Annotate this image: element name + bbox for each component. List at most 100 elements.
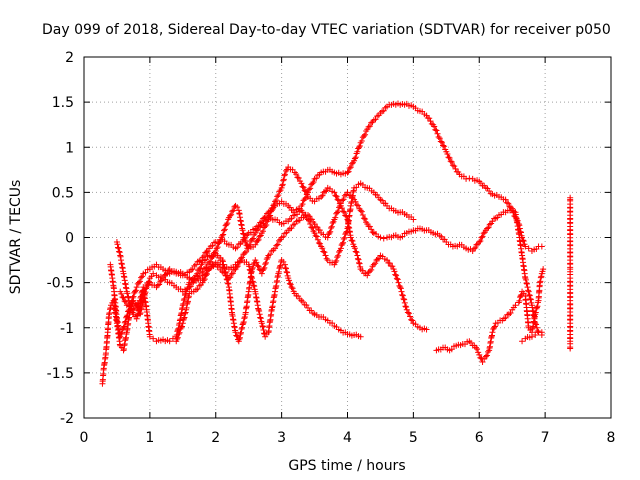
data-point: [182, 292, 189, 299]
data-point: [280, 233, 287, 240]
data-point: [121, 323, 128, 330]
data-point: [336, 203, 343, 210]
data-point: [281, 172, 288, 179]
data-point: [157, 278, 164, 285]
data-point: [220, 264, 227, 271]
data-point: [261, 330, 268, 337]
data-point: [199, 268, 206, 275]
data-point: [368, 266, 375, 273]
data-point: [119, 326, 126, 333]
data-point: [299, 183, 306, 190]
data-point: [132, 288, 139, 295]
data-point: [289, 285, 296, 292]
data-point: [176, 329, 183, 336]
x-tick-label: 1: [145, 430, 154, 446]
data-point: [354, 252, 361, 259]
data-point: [286, 280, 293, 287]
data-point: [505, 200, 512, 207]
data-point: [446, 155, 453, 162]
data-point: [233, 264, 240, 271]
data-point: [322, 188, 329, 195]
data-point: [362, 215, 369, 222]
data-point: [130, 293, 137, 300]
data-point: [317, 240, 324, 247]
data-point: [483, 352, 490, 359]
data-point: [131, 305, 138, 312]
data-point: [386, 260, 393, 267]
data-point: [427, 118, 434, 125]
data-point: [519, 338, 526, 345]
data-point: [356, 260, 363, 267]
data-point: [272, 245, 279, 252]
data-point: [368, 226, 375, 233]
data-point: [255, 236, 262, 243]
data-point: [259, 322, 266, 329]
data-point: [524, 284, 531, 291]
data-point: [302, 194, 309, 201]
x-tick-label: 6: [475, 430, 484, 446]
data-point: [366, 123, 373, 130]
data-point: [348, 237, 355, 244]
data-point: [341, 192, 348, 199]
data-point: [527, 296, 534, 303]
data-point: [236, 258, 243, 265]
data-point: [479, 233, 486, 240]
data-point: [438, 139, 445, 146]
data-point: [220, 261, 227, 268]
data-point: [395, 279, 402, 286]
data-point: [440, 142, 447, 149]
data-point: [238, 329, 245, 336]
data-point: [489, 329, 496, 336]
data-point: [300, 184, 307, 191]
data-point: [484, 225, 491, 232]
data-point: [134, 301, 141, 308]
data-point: [213, 245, 220, 252]
data-point: [470, 245, 477, 252]
data-point: [333, 257, 340, 264]
data-point: [332, 214, 339, 221]
data-point: [309, 224, 316, 231]
data-point: [485, 224, 492, 231]
y-tick-label: -0.5: [47, 276, 74, 292]
data-point: [507, 309, 514, 316]
data-point: [239, 321, 246, 328]
data-point: [204, 248, 211, 255]
data-point: [257, 315, 264, 322]
data-point: [234, 263, 241, 270]
data-point: [357, 333, 364, 340]
data-point: [314, 224, 321, 231]
data-point: [466, 175, 473, 182]
y-tick-labels: -2 -1.5 -1 -0.5 0 0.5 1 1.5 2: [47, 50, 74, 427]
data-point: [228, 271, 235, 278]
data-point: [567, 345, 574, 352]
data-point: [258, 320, 265, 327]
data-point: [120, 324, 127, 331]
data-point: [180, 316, 187, 323]
data-point: [389, 263, 396, 270]
data-point: [219, 258, 226, 265]
data-point: [366, 223, 373, 230]
data-point: [156, 281, 163, 288]
data-point: [166, 338, 173, 345]
data-point: [306, 217, 313, 224]
data-point: [280, 176, 287, 183]
data-point: [477, 354, 484, 361]
plot-frame: [83, 56, 612, 419]
data-point: [319, 192, 326, 199]
data-point: [124, 293, 131, 300]
data-point: [258, 270, 265, 277]
data-point: [360, 215, 367, 222]
data-point: [243, 232, 250, 239]
x-tick-label: 3: [277, 430, 286, 446]
data-point: [200, 277, 207, 284]
data-point: [502, 314, 509, 321]
data-point: [260, 266, 267, 273]
data-point: [283, 268, 290, 275]
data-point: [369, 229, 376, 236]
data-point: [180, 297, 187, 304]
data-point: [449, 162, 456, 169]
data-point: [354, 255, 361, 262]
data-point: [314, 236, 321, 243]
x-tick-label: 2: [211, 430, 220, 446]
data-point: [124, 290, 131, 297]
